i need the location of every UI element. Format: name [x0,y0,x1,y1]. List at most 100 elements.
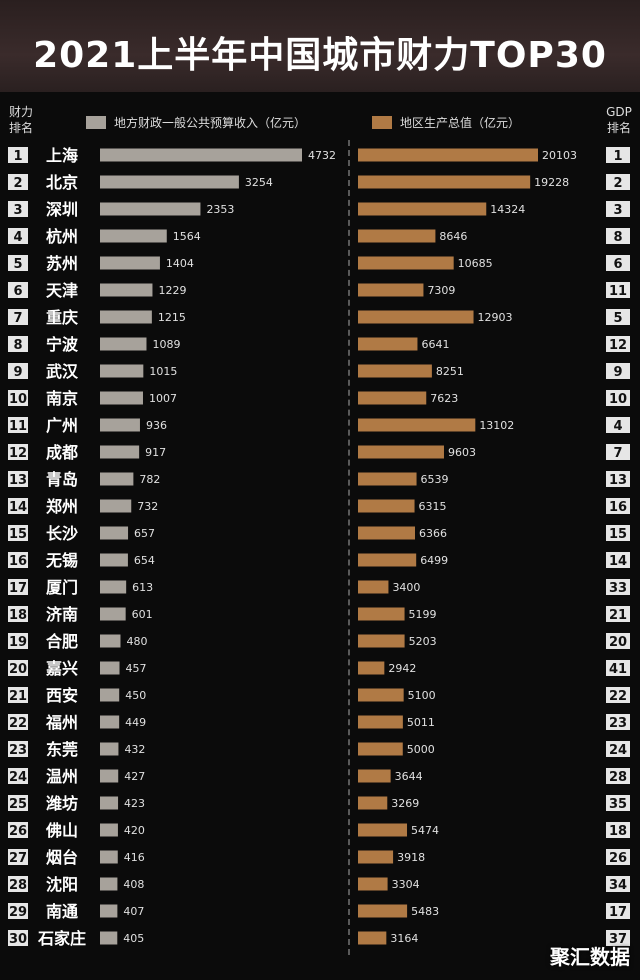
fiscal-rank-label: 3 [13,203,22,218]
revenue-value-label: 4732 [308,149,336,162]
fiscal-rank-label: 7 [13,311,22,326]
legend-revenue-label: 地方财政一般公共预算收入（亿元） [114,116,307,130]
revenue-bar [100,256,160,270]
fiscal-rank-box [8,822,28,838]
legend-gdp-label: 地区生产总值（亿元） [400,116,521,130]
revenue-value-label: 408 [123,878,144,891]
revenue-bar [100,364,144,378]
fiscal-rank-box [8,525,28,541]
fiscal-rank-box [8,741,28,757]
revenue-value-label: 450 [125,689,146,702]
revenue-value-label: 1007 [149,392,177,405]
fiscal-rank-label: 2 [13,176,22,191]
fiscal-rank-label: 26 [9,824,27,839]
gdp-value-label: 8251 [436,365,464,378]
city-label: 无锡 [45,551,78,570]
gdp-bar [358,229,436,243]
revenue-value-label: 449 [125,716,146,729]
gdp-bar [358,634,405,648]
gdp-rank-label: 11 [609,284,627,299]
revenue-value-label: 1404 [166,257,194,270]
revenue-bar [100,634,121,648]
gdp-value-label: 6499 [420,554,448,567]
city-label: 沈阳 [46,875,78,894]
revenue-bar [100,580,127,594]
gdp-bar [358,391,427,405]
fiscal-rank-box [8,714,28,730]
revenue-bar [100,796,119,810]
revenue-bar [100,418,140,432]
revenue-value-label: 1089 [152,338,180,351]
gdp-value-label: 6539 [421,473,449,486]
fiscal-rank-box [8,309,28,325]
gdp-rank-box [606,255,630,271]
fiscal-rank-label: 11 [9,419,27,434]
gdp-value-label: 5203 [409,635,437,648]
revenue-value-label: 1015 [149,365,177,378]
fiscal-rank-box [8,579,28,595]
gdp-rank-box [606,660,630,676]
city-label: 潍坊 [46,794,78,813]
gdp-rank-label: 41 [609,662,627,677]
gdp-bar [358,742,403,756]
gdp-value-label: 3644 [395,770,423,783]
gdp-value-label: 3918 [397,851,425,864]
city-label: 重庆 [46,308,78,327]
gdp-value-label: 19228 [534,176,569,189]
fiscal-rank-label: 23 [9,743,27,758]
fiscal-rank-label: 16 [9,554,27,569]
revenue-value-label: 423 [124,797,145,810]
gdp-bar [358,310,474,324]
gdp-rank-box [606,309,630,325]
fiscal-rank-box [8,201,28,217]
gdp-rank-label: 34 [609,878,627,893]
revenue-bar [100,445,140,459]
gdp-bar [358,823,408,837]
fiscal-rank-label: 5 [13,257,22,272]
gdp-value-label: 5199 [409,608,437,621]
gdp-rank-label: 3 [613,203,622,218]
gdp-rank-label: 21 [609,608,627,623]
gdp-value-label: 6315 [419,500,447,513]
city-label: 宁波 [46,335,79,354]
revenue-bar [100,175,239,189]
fiscal-rank-label: 18 [9,608,27,623]
fiscal-rank-label: 1 [13,149,22,164]
fiscal-rank-box [8,552,28,568]
gdp-rank-label: 33 [609,581,627,596]
fiscal-rank-box [8,768,28,784]
revenue-bar [100,148,302,162]
revenue-bar [100,337,147,351]
fiscal-rank-label: 9 [13,365,22,380]
gdp-rank-label: 37 [609,932,627,947]
city-label: 杭州 [46,227,78,246]
fiscal-rank-box [8,336,28,352]
gdp-rank-box [606,147,630,163]
gdp-value-label: 7309 [427,284,455,297]
gdp-rank-label: 15 [609,527,627,542]
gdp-bar [358,688,404,702]
city-label: 武汉 [46,362,79,381]
city-label: 济南 [46,605,78,624]
fiscal-rank-box [8,471,28,487]
gdp-rank-label: 4 [613,419,622,434]
city-label: 广州 [46,416,78,435]
revenue-value-label: 601 [132,608,153,621]
fiscal-rank-label: 22 [9,716,27,731]
fiscal-rank-box [8,255,28,271]
revenue-value-label: 427 [124,770,145,783]
city-label: 天津 [46,281,78,300]
gdp-value-label: 6366 [419,527,447,540]
fiscal-rank-label: 21 [9,689,27,704]
city-label: 北京 [46,173,78,192]
legend-gdp-swatch [372,116,392,129]
gdp-rank-label: 28 [609,770,627,785]
revenue-bar [100,877,118,891]
fiscal-rank-label: 10 [9,392,27,407]
city-label: 长沙 [46,524,78,543]
gdp-bar [358,796,388,810]
fiscal-rank-box [8,795,28,811]
gdp-rank-box [606,903,630,919]
center-divider [348,140,350,955]
